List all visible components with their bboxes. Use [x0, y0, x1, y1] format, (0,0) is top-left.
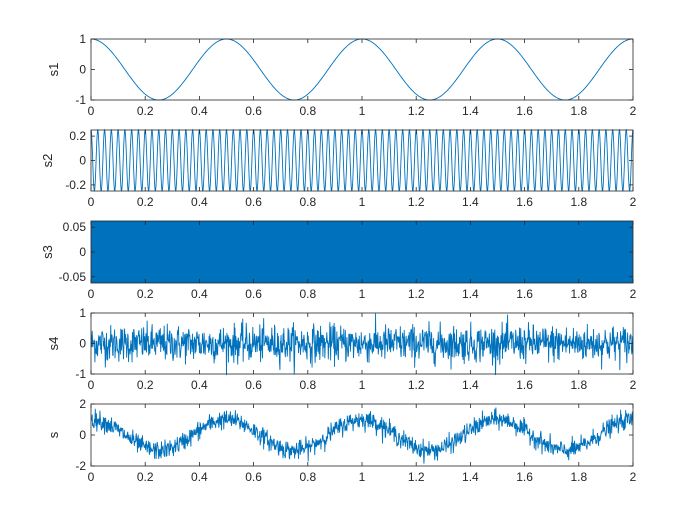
y-axis-label: s4	[46, 337, 61, 351]
x-tick-label: 1.8	[570, 104, 587, 118]
y-tick-label: 1	[79, 32, 86, 46]
series-line-s1	[91, 38, 633, 101]
series-line-s4	[91, 313, 633, 375]
x-tick-label: 1.6	[516, 470, 533, 484]
y-tick-label: 1	[79, 306, 86, 320]
x-tick-label: 0.6	[245, 287, 262, 301]
x-tick-label: 0.8	[299, 104, 316, 118]
y-axis-label: s3	[40, 245, 55, 259]
x-tick-label: 1.2	[408, 287, 425, 301]
x-tick-label: 0.4	[191, 195, 208, 209]
x-tick-label: 1.6	[516, 104, 533, 118]
y-tick-label: 0	[79, 428, 86, 442]
x-tick-label: 1	[359, 470, 366, 484]
y-tick-label: -0.2	[65, 178, 86, 192]
y-tick-label: 0	[79, 245, 86, 259]
x-tick-label: 0.8	[299, 470, 316, 484]
x-tick-label: 1.2	[408, 195, 425, 209]
x-tick-label: 1.8	[570, 378, 587, 392]
x-tick-label: 0.2	[137, 287, 154, 301]
x-tick-label: 1.8	[570, 195, 587, 209]
x-tick-label: 0.8	[299, 287, 316, 301]
x-tick-label: 2	[630, 195, 637, 209]
y-tick-label: 0	[79, 63, 86, 77]
x-tick-label: 0.4	[191, 378, 208, 392]
y-axis-label: s	[46, 431, 61, 438]
series-line-s	[91, 407, 633, 464]
y-tick-label: 0	[79, 337, 86, 351]
y-tick-label: 0.05	[63, 220, 87, 234]
x-tick-label: 0.8	[299, 378, 316, 392]
series-line-s3	[91, 220, 633, 284]
y-axis-label: s2	[40, 154, 55, 168]
x-tick-label: 1.8	[570, 470, 587, 484]
axes-box-s	[90, 403, 634, 467]
x-tick-label: 1	[359, 195, 366, 209]
x-tick-label: 0	[88, 104, 95, 118]
x-tick-label: 1.4	[462, 287, 479, 301]
x-tick-label: 1.2	[408, 470, 425, 484]
x-tick-label: 0.2	[137, 378, 154, 392]
x-tick-label: 0.2	[137, 195, 154, 209]
x-tick-label: 0	[88, 470, 95, 484]
x-tick-label: 1.2	[408, 104, 425, 118]
x-tick-label: 1.6	[516, 378, 533, 392]
x-tick-label: 0	[88, 287, 95, 301]
y-axis-label: s1	[46, 63, 61, 77]
x-tick-label: 2	[630, 104, 637, 118]
x-tick-label: 0.6	[245, 470, 262, 484]
x-tick-label: 0.4	[191, 470, 208, 484]
y-tick-label: -1	[75, 367, 86, 381]
x-tick-label: 1.4	[462, 378, 479, 392]
series-line-s2	[91, 129, 633, 192]
axes-box-s2	[90, 129, 634, 192]
x-tick-label: 0.8	[299, 195, 316, 209]
x-tick-label: 1.4	[462, 470, 479, 484]
x-tick-label: 0.6	[245, 195, 262, 209]
y-tick-label: 0	[79, 154, 86, 168]
x-tick-label: 0.2	[137, 104, 154, 118]
x-tick-label: 0.6	[245, 378, 262, 392]
y-tick-label: 0.2	[69, 129, 86, 143]
x-tick-label: 1.4	[462, 104, 479, 118]
x-tick-label: 0.2	[137, 470, 154, 484]
x-tick-label: 1	[359, 378, 366, 392]
x-tick-label: 1	[359, 104, 366, 118]
y-tick-label: -1	[75, 93, 86, 107]
x-tick-label: 1.6	[516, 195, 533, 209]
x-tick-label: 0	[88, 195, 95, 209]
x-tick-label: 2	[630, 378, 637, 392]
x-tick-label: 1.4	[462, 195, 479, 209]
x-tick-label: 0.4	[191, 287, 208, 301]
y-tick-label: 2	[79, 397, 86, 411]
y-tick-label: -2	[75, 459, 86, 473]
subplot-s2: 0 0.2 0.4 0.6 0.8 1 1.2 1.4 1.6 1.8 2-0.200.2s2	[40, 129, 637, 209]
x-tick-label: 1.8	[570, 287, 587, 301]
x-tick-label: 0	[88, 378, 95, 392]
x-tick-label: 2	[630, 287, 637, 301]
x-tick-label: 2	[630, 470, 637, 484]
x-tick-label: 0.6	[245, 104, 262, 118]
axes-box-s1	[90, 38, 634, 101]
y-tick-label: -0.05	[59, 270, 87, 284]
x-tick-label: 1	[359, 287, 366, 301]
x-tick-label: 1.6	[516, 287, 533, 301]
x-tick-label: 0.4	[191, 104, 208, 118]
x-tick-label: 1.2	[408, 378, 425, 392]
